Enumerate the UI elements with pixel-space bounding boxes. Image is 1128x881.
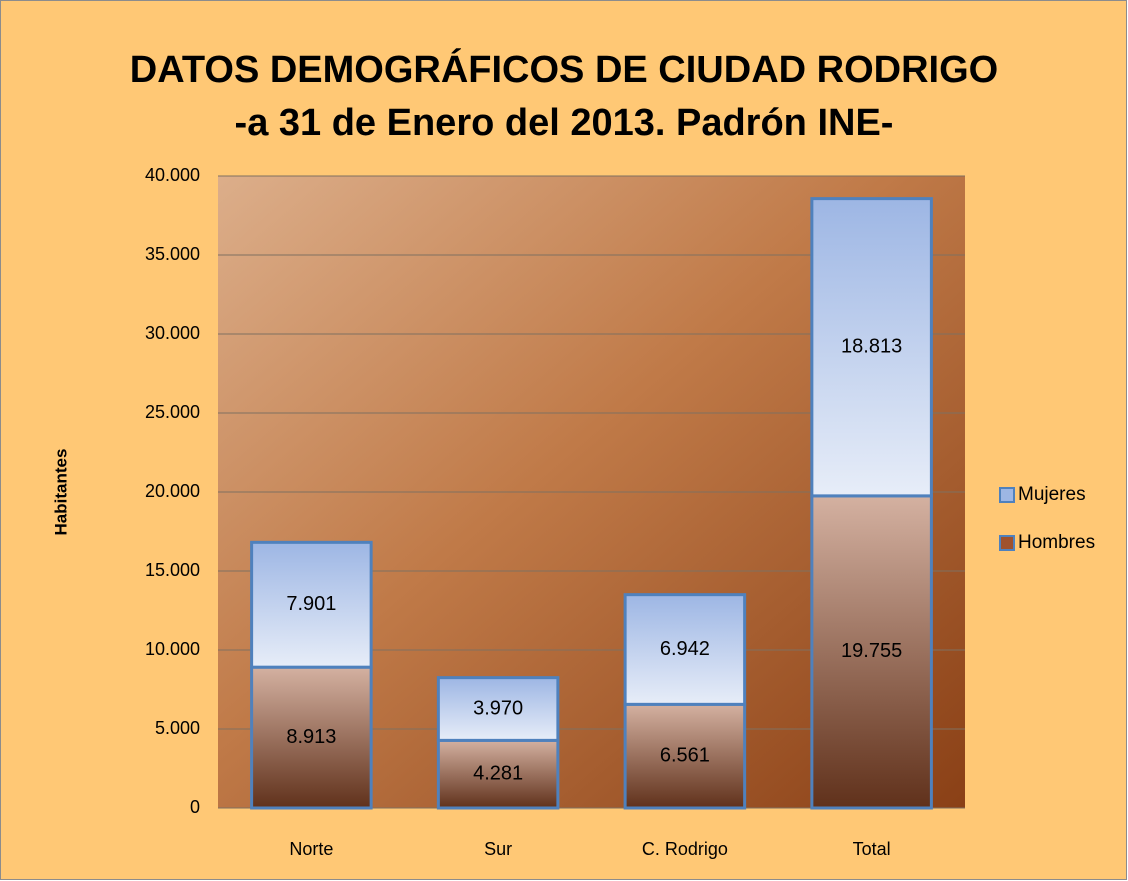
chart-title: DATOS DEMOGRÁFICOS DE CIUDAD RODRIGO (130, 47, 998, 91)
data-label: 6.561 (660, 744, 710, 766)
x-tick-label: Total (853, 839, 891, 859)
bar-segment (250, 540, 373, 669)
legend-swatch (999, 487, 1015, 503)
y-tick-label: 40.000 (145, 165, 200, 185)
x-tick-label: Sur (484, 839, 512, 859)
y-tick-label: 10.000 (145, 639, 200, 659)
data-label: 8.913 (286, 726, 336, 748)
y-tick-label: 30.000 (145, 323, 200, 343)
data-label: 19.755 (841, 640, 902, 662)
y-tick-label: 5.000 (155, 718, 200, 738)
bar-segment (810, 197, 933, 498)
y-tick-label: 0 (190, 797, 200, 817)
data-label: 3.970 (473, 697, 523, 719)
legend-label: Mujeres (1018, 484, 1086, 505)
chart-subtitle: -a 31 de Enero del 2013. Padrón INE- (235, 102, 894, 144)
bar-segment (623, 702, 747, 810)
bar-segment (810, 494, 933, 810)
data-label: 4.281 (473, 762, 523, 784)
x-tick-label: C. Rodrigo (642, 839, 728, 859)
bar-segment (623, 593, 747, 706)
bar-segment (436, 676, 560, 742)
data-label: 7.901 (286, 593, 336, 615)
data-label: 18.813 (841, 336, 902, 358)
y-tick-label: 20.000 (145, 481, 200, 501)
data-label: 6.942 (660, 638, 710, 660)
y-tick-label: 35.000 (145, 244, 200, 264)
y-tick-label: 25.000 (145, 402, 200, 422)
y-tick-label: 15.000 (145, 560, 200, 580)
legend-swatch (999, 535, 1015, 551)
legend-label: Hombres (1018, 532, 1095, 553)
x-tick-label: Norte (289, 839, 333, 859)
y-axis-label: Habitantes (51, 449, 70, 536)
